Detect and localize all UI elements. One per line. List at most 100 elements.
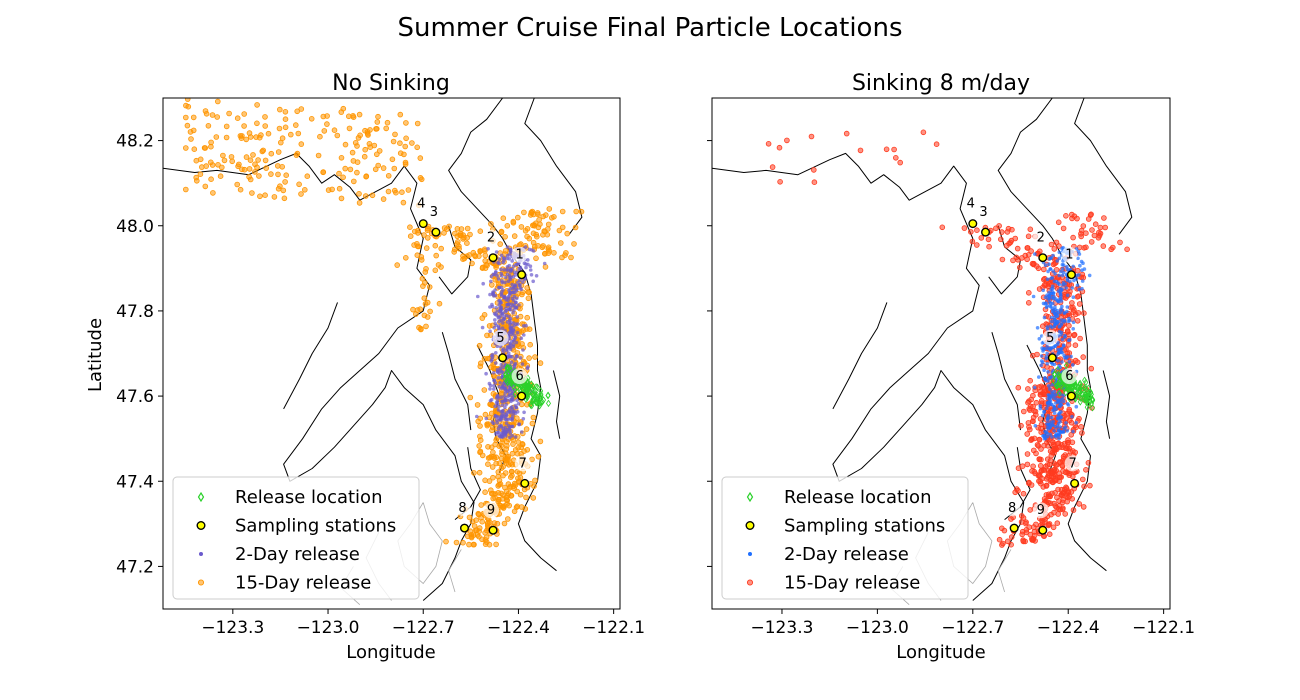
particle-15-day xyxy=(1027,507,1033,513)
particle-2-day xyxy=(524,323,528,328)
particle-2-day xyxy=(506,345,511,349)
particle-2-day xyxy=(521,280,525,284)
particle-15-day xyxy=(215,162,221,168)
particle-15-day xyxy=(477,415,484,422)
particle-15-day xyxy=(191,146,198,153)
particle-2-day xyxy=(494,351,498,355)
particle-2-day xyxy=(1051,291,1056,296)
particle-15-day xyxy=(1059,506,1066,513)
particle-15-day xyxy=(397,111,404,118)
particle-2-day xyxy=(1046,403,1050,408)
particle-15-day xyxy=(217,173,224,180)
particle-2-day xyxy=(503,295,507,299)
legend-entry-label: 15-Day release xyxy=(235,573,371,594)
release-point xyxy=(530,391,536,399)
particle-15-day xyxy=(1088,211,1094,218)
particle-2-day xyxy=(1049,415,1054,420)
legend-2-day-marker xyxy=(748,552,752,556)
particle-2-day xyxy=(507,263,512,268)
particle-15-day xyxy=(184,122,191,129)
particle-2-day xyxy=(1041,288,1045,293)
particle-15-day xyxy=(1085,459,1092,466)
particle-2-day xyxy=(496,376,501,380)
particle-15-day xyxy=(969,238,976,245)
particle-2-day xyxy=(500,326,505,331)
particle-2-day xyxy=(490,420,495,424)
particle-15-day xyxy=(1008,534,1015,540)
particle-15-day xyxy=(469,260,475,267)
particle-2-day xyxy=(501,321,505,325)
particle-15-day xyxy=(1070,234,1076,241)
release-point xyxy=(504,364,510,373)
particle-15-day xyxy=(1027,531,1034,538)
particle-15-day xyxy=(1108,246,1114,253)
particle-15-day xyxy=(1040,390,1046,397)
axes-frame xyxy=(711,97,1171,610)
particle-15-day xyxy=(320,169,327,175)
particle-2-day xyxy=(524,262,528,266)
particle-15-day xyxy=(488,282,495,288)
particle-2-day xyxy=(1053,271,1057,276)
particle-2-day xyxy=(1059,307,1063,312)
particle-2-day xyxy=(1052,429,1056,433)
particle-15-day xyxy=(492,494,498,501)
particle-15-day xyxy=(1059,462,1065,469)
particle-15-day xyxy=(373,126,380,132)
particle-15-day xyxy=(1020,538,1027,545)
particle-2-day xyxy=(480,325,485,330)
particle-15-day xyxy=(452,230,458,237)
particle-15-day xyxy=(1015,384,1022,391)
particle-2-day xyxy=(511,290,516,295)
particle-15-day xyxy=(484,262,490,269)
particle-15-day xyxy=(486,478,493,484)
x-tick-label: −122.4 xyxy=(487,618,550,638)
particle-15-day xyxy=(1056,243,1062,249)
station-4: 4 xyxy=(413,195,430,229)
particle-2-day xyxy=(1059,350,1063,355)
particle-15-day xyxy=(1009,226,1015,233)
particle-15-day xyxy=(490,474,496,481)
particle-15-day xyxy=(443,226,450,233)
particle-15-day xyxy=(1030,524,1037,530)
particle-2-day xyxy=(1060,267,1065,271)
release-point xyxy=(1073,382,1078,391)
station-label: 5 xyxy=(496,331,504,346)
particle-2-day xyxy=(1064,421,1068,425)
particle-2-day xyxy=(1069,354,1073,359)
particle-15-day xyxy=(294,150,301,157)
particle-2-day xyxy=(1080,286,1084,291)
particle-15-day xyxy=(967,229,974,235)
particle-15-day xyxy=(1078,233,1084,240)
particle-2-day xyxy=(1075,283,1080,288)
particle-2-day xyxy=(499,369,504,374)
particle-15-day xyxy=(460,236,466,242)
particle-15-day xyxy=(234,115,241,121)
particle-15-day xyxy=(1019,463,1026,470)
particle-15-day xyxy=(247,134,254,140)
legend-entry-label: Release location xyxy=(784,487,931,508)
particle-15-day xyxy=(557,240,564,246)
release-point xyxy=(1082,395,1088,404)
x-tick-label: −122.7 xyxy=(392,618,455,638)
particle-15-day xyxy=(241,123,247,129)
particle-2-day xyxy=(486,247,490,251)
particle-2-day xyxy=(498,309,503,313)
particle-15-day xyxy=(1072,342,1079,349)
particle-15-day xyxy=(488,490,495,497)
particle-2-day xyxy=(1050,402,1054,407)
particle-2-day xyxy=(511,331,515,335)
particle-2-day xyxy=(1070,286,1074,290)
particle-2-day xyxy=(1060,337,1065,342)
legend-entry-label: Sampling stations xyxy=(235,516,396,537)
particle-15-day xyxy=(1034,351,1040,358)
particle-15-day xyxy=(1030,414,1037,421)
particle-15-day xyxy=(1052,489,1058,496)
particle-2-day xyxy=(499,267,503,272)
particle-2-day xyxy=(1055,311,1060,315)
particle-15-day xyxy=(197,171,204,178)
particle-15-day xyxy=(1026,424,1032,430)
particle-15-day xyxy=(369,192,376,199)
release-point xyxy=(1084,403,1090,411)
station-label: 2 xyxy=(1037,231,1045,246)
particle-15-day xyxy=(1030,392,1036,399)
